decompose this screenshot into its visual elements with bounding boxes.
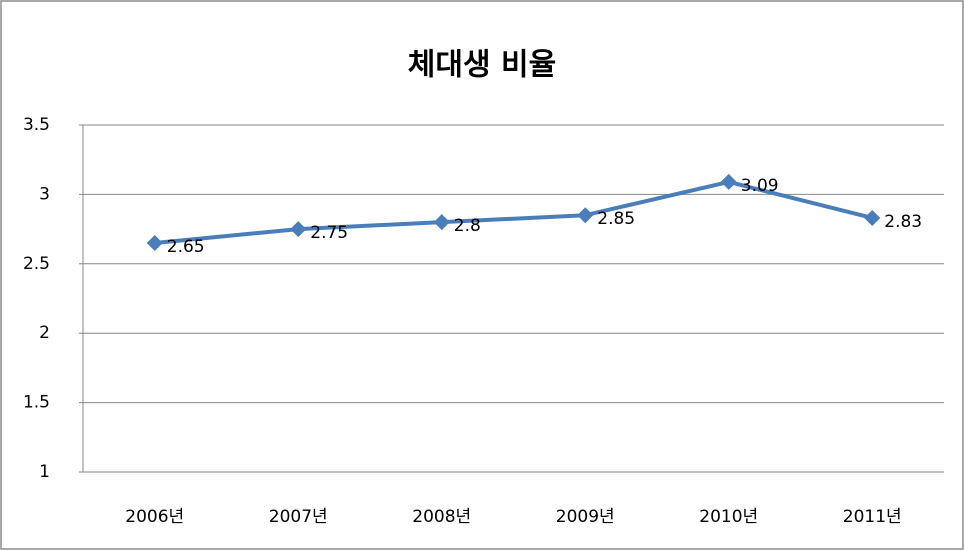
- x-tick-label: 2006년: [125, 507, 184, 527]
- marker: [720, 173, 737, 190]
- marker: [864, 209, 881, 226]
- x-tick-label: 2008년: [412, 507, 471, 527]
- data-label: 2.75: [310, 223, 348, 243]
- marker: [146, 234, 163, 251]
- y-tick-label: 3.5: [23, 115, 50, 135]
- x-tick-label: 2009년: [556, 507, 615, 527]
- line: [154, 179, 873, 245]
- y-tick-label: 1: [39, 462, 50, 482]
- data-label: 2.83: [884, 212, 922, 232]
- x-tick-label: 2007년: [269, 507, 328, 527]
- chart-title: 체대생 비율: [408, 48, 556, 83]
- data-label: 3.09: [741, 176, 779, 196]
- data-label: 2.65: [167, 237, 205, 257]
- x-tick-label: 2011년: [843, 507, 902, 527]
- y-tick-label: 2: [39, 323, 50, 343]
- data-label: 2.85: [597, 209, 635, 229]
- marker: [433, 214, 450, 231]
- marker: [290, 221, 307, 238]
- marker: [577, 207, 594, 224]
- data-label: 2.8: [454, 216, 481, 236]
- y-tick-label: 1.5: [23, 393, 50, 413]
- x-tick-label: 2010년: [699, 507, 758, 527]
- y-tick-label: 3: [39, 184, 50, 204]
- y-tick-label: 2.5: [23, 254, 50, 274]
